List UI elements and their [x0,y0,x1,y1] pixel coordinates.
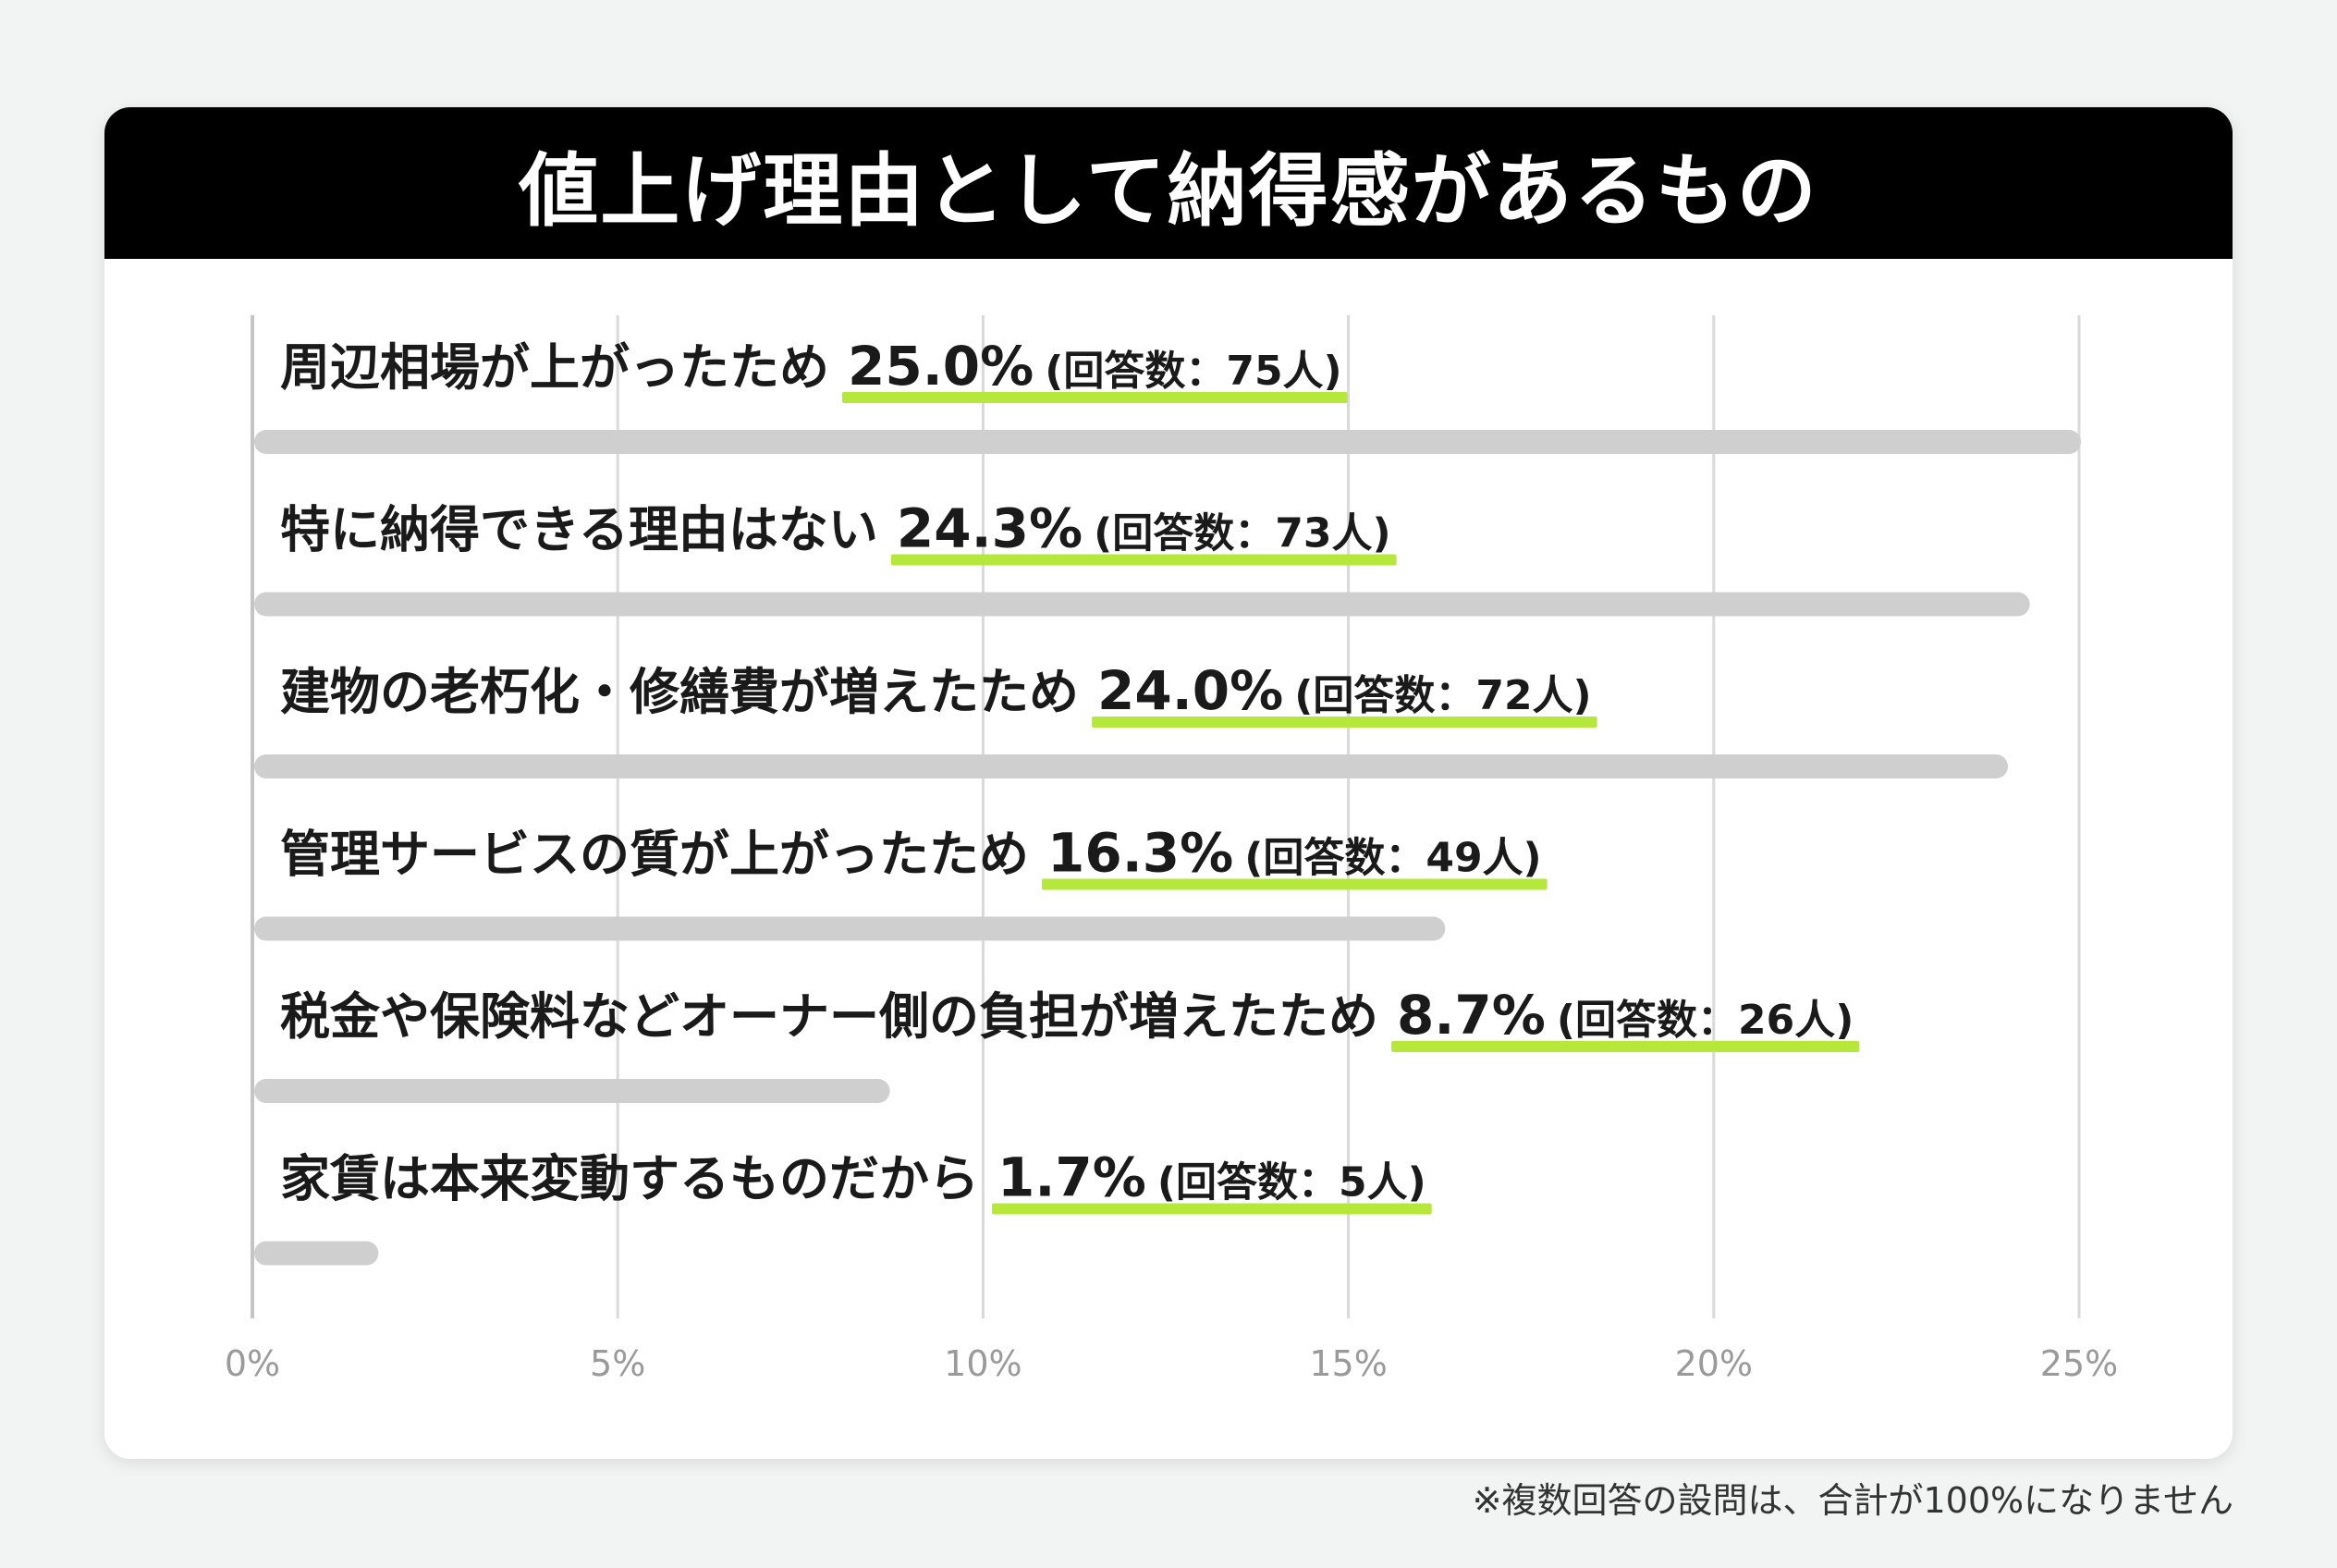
category-label: 家賃は本来変動するものだから [280,1150,979,1208]
bar [254,1079,890,1103]
value-label: 8.7% [1397,984,1546,1047]
value-label: 1.7% [997,1146,1146,1209]
value-label: 25.0% [848,335,1034,398]
chart-card: 値上げ理由として納得感があるもの 0% 5% 10% 15% 20% 25% 周辺相場が上が… [104,107,2233,1459]
x-tick-label: 25% [2040,1343,2118,1384]
x-tick-label: 10% [944,1343,1022,1384]
value-highlight [992,1203,1432,1215]
bar [254,430,2081,454]
category-label: 周辺相場が上がったため [280,338,829,397]
category-label: 建物の老朽化・修繕費が増えたため [280,663,1079,721]
category-label: 特に納得できる理由はない [280,501,878,559]
value-highlight [1042,878,1548,890]
value-highlight [842,392,1348,403]
x-tick-label: 0% [225,1343,280,1384]
x-tick-label: 15% [1309,1343,1387,1384]
bar [254,916,1446,941]
count-label: (回答数：75人) [1045,348,1341,395]
count-label: (回答数：72人) [1294,672,1591,719]
count-label: (回答数：5人) [1157,1159,1426,1207]
count-label: (回答数：49人) [1244,835,1541,882]
title-bar: 値上げ理由として納得感があるもの [104,107,2233,259]
x-tick-label: 5% [590,1343,645,1384]
category-label: 管理サービスの質が上がったため [280,826,1029,884]
value-highlight [1092,717,1597,728]
value-label: 16.3% [1047,822,1233,885]
bar [254,1241,379,1266]
bar-chart: 0% 5% 10% 15% 20% 25% 周辺相場が上がったため 25.0% (回答数：75人… [225,315,2118,1384]
footnote: ※複数回答の設問は、合計が100%になりません [1472,1480,2233,1521]
count-label: (回答数：26人) [1557,997,1854,1044]
chart-title: 値上げ理由として納得感があるもの [519,144,1818,238]
value-highlight [890,554,1397,566]
bar [254,754,2008,778]
category-label: 税金や保険料などオーナー側の負担が増えたため [280,987,1378,1046]
value-label: 24.0% [1097,659,1283,722]
value-label: 24.3% [897,497,1083,560]
bar [254,592,2030,617]
x-tick-label: 20% [1675,1343,1753,1384]
value-highlight [1391,1041,1860,1052]
count-label: (回答数：73人) [1094,510,1390,557]
